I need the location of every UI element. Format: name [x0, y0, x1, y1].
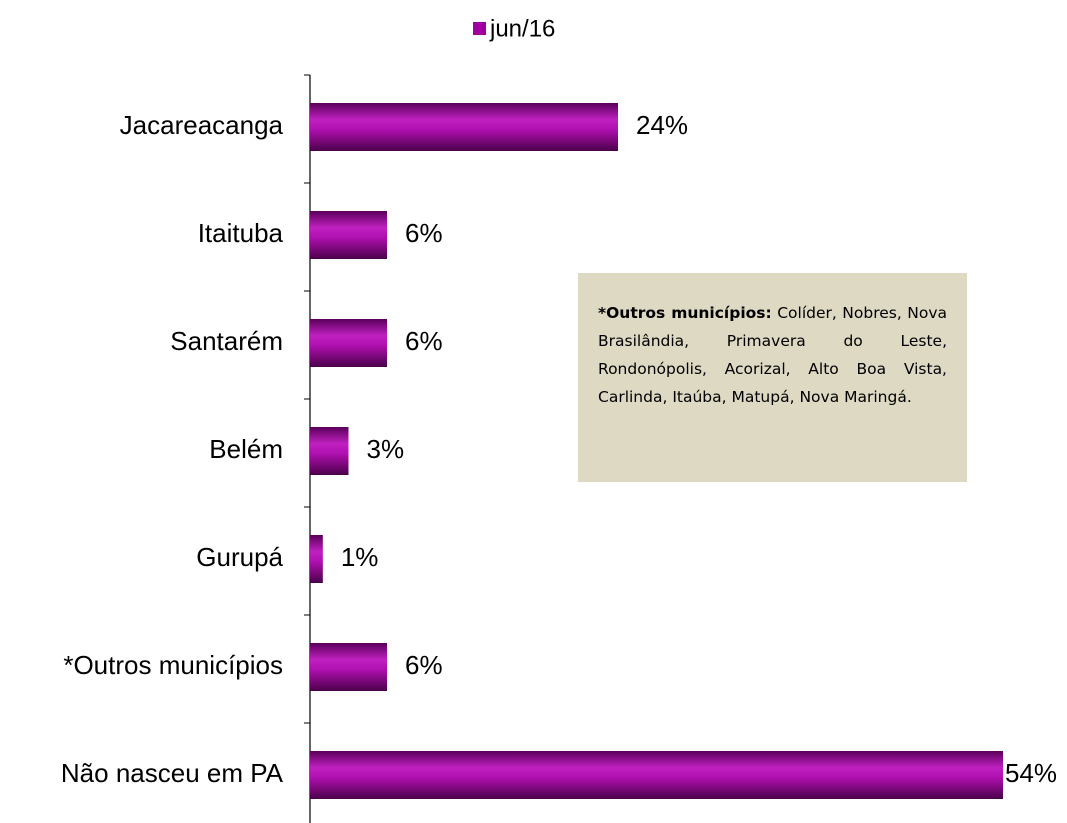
legend-label: jun/16: [489, 15, 555, 42]
bar: [310, 643, 387, 691]
bar: [310, 535, 323, 583]
category-label: Gurupá: [196, 542, 283, 572]
bar: [310, 751, 1003, 799]
category-label: Santarém: [170, 326, 283, 356]
bar: [310, 103, 618, 151]
category-label: Não nasceu em PA: [61, 758, 284, 788]
annotation-text: Colíder, Nobres, Nova Brasilândia, Prima…: [598, 304, 947, 406]
category-label: Itaituba: [198, 218, 284, 248]
value-label: 54%: [1005, 758, 1057, 788]
value-label: 24%: [636, 110, 688, 140]
legend-swatch: [473, 22, 486, 35]
annotation-title: *Outros municípios:: [598, 304, 772, 322]
bar: [310, 427, 349, 475]
value-label: 3%: [367, 434, 405, 464]
category-label: Jacareacanga: [120, 110, 284, 140]
category-label: *Outros municípios: [63, 650, 283, 680]
value-label: 6%: [405, 218, 443, 248]
bar: [310, 211, 387, 259]
value-label: 6%: [405, 650, 443, 680]
category-label: Belém: [209, 434, 283, 464]
bar: [310, 319, 387, 367]
value-label: 6%: [405, 326, 443, 356]
value-label: 1%: [341, 542, 379, 572]
annotation-box: *Outros municípios: Colíder, Nobres, Nov…: [578, 273, 967, 482]
